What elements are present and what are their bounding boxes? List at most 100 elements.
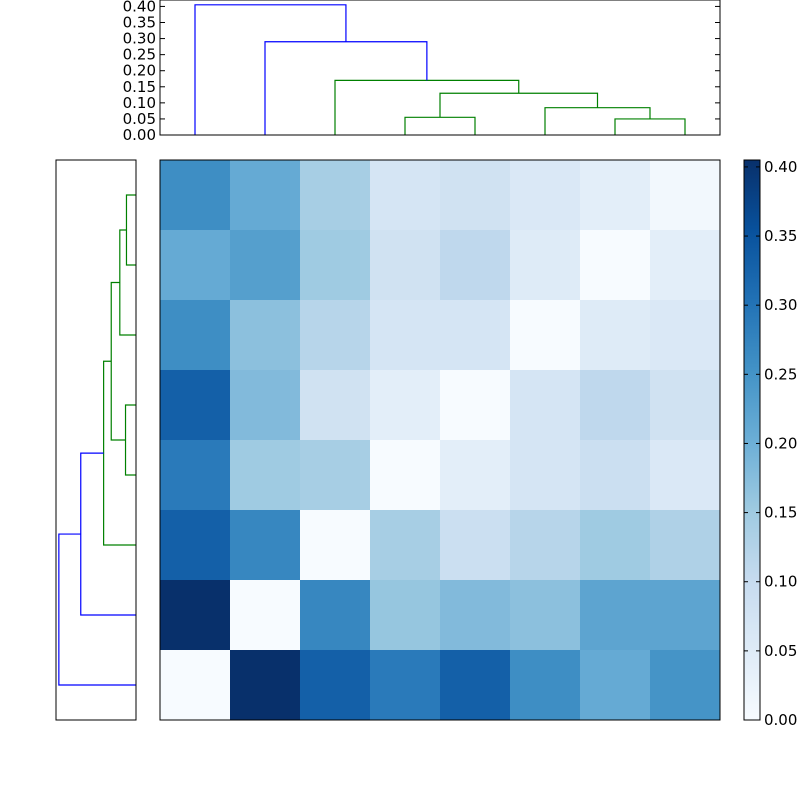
heatmap-cell <box>580 650 651 721</box>
heatmap-cell <box>440 580 511 651</box>
heatmap-cell <box>300 580 371 651</box>
top-dendrogram-link <box>614 118 686 135</box>
heatmap-cell <box>510 370 581 441</box>
top-dendrogram-tick-label: 0.00 <box>123 126 156 144</box>
heatmap-cell <box>160 300 231 371</box>
heatmap-cell <box>650 160 721 231</box>
heatmap-cell <box>230 510 301 581</box>
heatmap-cell <box>650 580 721 651</box>
heatmap-cell <box>650 440 721 511</box>
heatmap-cell <box>580 510 651 581</box>
heatmap-cell <box>510 650 581 721</box>
heatmap-cell <box>650 300 721 371</box>
heatmap-cell <box>510 160 581 231</box>
heatmap-cell <box>300 230 371 301</box>
heatmap-cell <box>230 300 301 371</box>
heatmap-cell <box>510 510 581 581</box>
heatmap-cell <box>230 650 301 721</box>
heatmap-cell <box>160 370 231 441</box>
heatmap-cell <box>440 370 511 441</box>
heatmap-cell <box>370 300 441 371</box>
left-dendrogram-link <box>80 452 136 616</box>
left-dendrogram-link <box>124 404 136 476</box>
heatmap-cell <box>300 300 371 371</box>
heatmap-cell <box>230 440 301 511</box>
heatmap-cell <box>300 160 371 231</box>
colorbar-tick-label: 0.10 <box>764 573 797 591</box>
top-dendrogram-tick-label: 0.20 <box>123 62 156 80</box>
heatmap-cell <box>160 650 231 721</box>
heatmap-cell <box>160 230 231 301</box>
top-dendrogram-tick-label: 0.15 <box>123 78 156 96</box>
heatmap-cell <box>300 370 371 441</box>
top-dendrogram-frame <box>159 0 721 136</box>
heatmap <box>159 159 721 721</box>
heatmap-cell <box>160 440 231 511</box>
heatmap-cell <box>230 370 301 441</box>
heatmap-cell <box>370 650 441 721</box>
top-dendrogram-tick-label: 0.25 <box>123 46 156 64</box>
left-dendrogram-link <box>125 194 136 266</box>
heatmap-cell <box>370 230 441 301</box>
heatmap-cell <box>580 160 651 231</box>
top-dendrogram-link <box>439 92 599 118</box>
colorbar-bar <box>743 159 761 721</box>
heatmap-cell <box>230 230 301 301</box>
heatmap-cell <box>370 580 441 651</box>
heatmap-cell <box>580 440 651 511</box>
colorbar-tick-label: 0.20 <box>764 434 797 452</box>
heatmap-cell <box>650 650 721 721</box>
heatmap-cell <box>650 510 721 581</box>
heatmap-cell <box>440 510 511 581</box>
colorbar-tick-label: 0.15 <box>764 504 797 522</box>
left-dendrogram-link <box>58 533 136 686</box>
heatmap-cell <box>440 650 511 721</box>
top-dendrogram-link <box>404 116 476 135</box>
colorbar-tick-label: 0.40 <box>764 158 797 176</box>
top-dendrogram-tick-label: 0.40 <box>123 0 156 15</box>
heatmap-cell <box>370 440 441 511</box>
heatmap-frame <box>159 159 721 721</box>
top-dendrogram-link <box>194 4 347 135</box>
colorbar-tick-label: 0.25 <box>764 365 797 383</box>
top-dendrogram-link <box>264 41 428 135</box>
left-dendrogram-link <box>119 229 136 336</box>
heatmap-cell <box>160 160 231 231</box>
heatmap-cell <box>650 370 721 441</box>
left-dendrogram-frame <box>55 159 137 721</box>
heatmap-cell <box>510 440 581 511</box>
heatmap-cell <box>510 300 581 371</box>
left-dendrogram-link <box>110 281 126 441</box>
heatmap-cell <box>440 440 511 511</box>
heatmap-cell <box>440 160 511 231</box>
heatmap-cell <box>160 580 231 651</box>
top-dendrogram-link <box>544 107 651 135</box>
heatmap-cell <box>510 230 581 301</box>
colorbar-tick-label: 0.00 <box>764 711 797 729</box>
top-dendrogram-link <box>334 79 520 135</box>
heatmap-cell <box>370 370 441 441</box>
heatmap-cell <box>580 300 651 371</box>
heatmap-cell <box>650 230 721 301</box>
heatmap-cell <box>580 230 651 301</box>
top-dendrogram-tick-label: 0.35 <box>123 14 156 32</box>
heatmap-cell <box>440 300 511 371</box>
heatmap-cell <box>510 580 581 651</box>
colorbar: 0.00 0.05 0.10 0.15 0.20 0.25 0.30 0.35 0.40 <box>743 158 797 729</box>
top-dendrogram: 0.000.050.100.150.200.250.300.350.40 <box>123 0 721 144</box>
heatmap-cell <box>370 510 441 581</box>
top-dendrogram-tick-label: 0.10 <box>123 94 156 112</box>
heatmap-cell <box>300 440 371 511</box>
top-dendrogram-tick-label: 0.05 <box>123 110 156 128</box>
heatmap-cell <box>230 160 301 231</box>
heatmap-cell <box>230 580 301 651</box>
left-dendrogram <box>55 159 137 721</box>
top-dendrogram-tick-label: 0.30 <box>123 30 156 48</box>
colorbar-tick-label: 0.05 <box>764 642 797 660</box>
colorbar-tick-label: 0.35 <box>764 227 797 245</box>
heatmap-cell <box>300 650 371 721</box>
heatmap-cell <box>370 160 441 231</box>
heatmap-cell <box>160 510 231 581</box>
heatmap-cell <box>580 580 651 651</box>
heatmap-cell <box>440 230 511 301</box>
